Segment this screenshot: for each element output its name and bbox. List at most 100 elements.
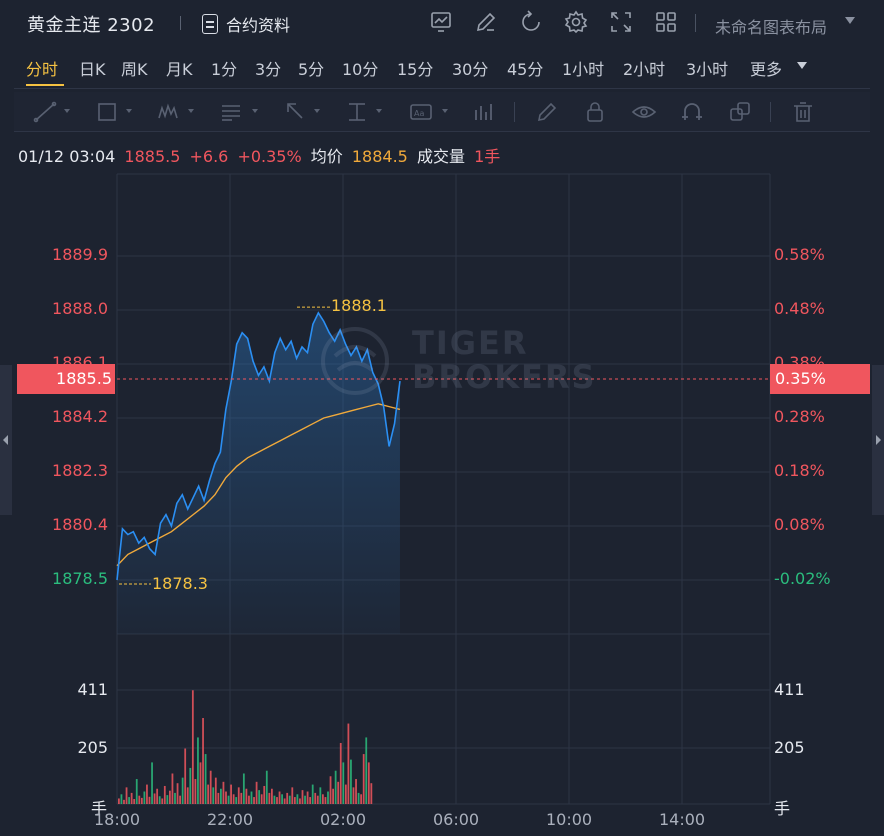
volume-bar xyxy=(355,779,357,804)
fullscreen-icon[interactable] xyxy=(609,10,633,34)
chevron-down-icon[interactable] xyxy=(252,109,258,113)
volume-bar xyxy=(158,796,161,804)
volume-bar xyxy=(304,795,306,804)
volume-bar xyxy=(171,773,174,804)
scroll-left-button[interactable] xyxy=(0,365,12,515)
arrow-icon[interactable] xyxy=(282,100,308,124)
tab-10min[interactable]: 10分 xyxy=(342,60,379,79)
volume-bar xyxy=(265,770,268,804)
settings-icon[interactable] xyxy=(564,10,588,34)
volume-bar xyxy=(299,798,301,804)
volume-bar xyxy=(242,773,245,804)
tab-daily[interactable]: 日K xyxy=(79,60,106,79)
volume-bar xyxy=(334,770,337,804)
volume-bar xyxy=(268,792,271,804)
tab-15min[interactable]: 15分 xyxy=(397,60,434,79)
document-icon xyxy=(202,14,218,34)
volume-bar xyxy=(240,792,243,804)
volume-bar xyxy=(123,799,125,804)
layout-name-dropdown[interactable]: 未命名图表布局 xyxy=(715,18,828,37)
chart-icon[interactable] xyxy=(429,10,453,34)
chart-canvas[interactable] xyxy=(0,170,884,836)
volume-bar xyxy=(209,770,212,804)
symbol-title: 黄金主连 2302 xyxy=(27,15,156,36)
tab-3min[interactable]: 3分 xyxy=(255,60,282,79)
chevron-down-icon[interactable] xyxy=(442,109,448,113)
tab-30min[interactable]: 30分 xyxy=(452,60,489,79)
chevron-down-icon[interactable] xyxy=(376,109,382,113)
avg-price-label: 均价 xyxy=(310,147,343,166)
volume-bar xyxy=(235,797,238,804)
copy-icon[interactable] xyxy=(727,100,753,124)
tab-1hour[interactable]: 1小时 xyxy=(562,60,605,79)
price-axis-label: 1882.3 xyxy=(52,461,108,480)
edit-icon[interactable] xyxy=(474,10,498,34)
price-area xyxy=(117,312,400,634)
volume-bar xyxy=(263,785,266,804)
rectangle-icon[interactable] xyxy=(94,100,120,124)
volume-axis-label: 411 xyxy=(774,680,805,699)
label-icon[interactable]: Aa xyxy=(408,100,434,124)
volume-bar xyxy=(197,737,199,804)
contract-info-label: 合约资料 xyxy=(226,16,291,35)
volume-bar xyxy=(169,790,171,804)
volume-bar xyxy=(332,788,334,804)
avg-price-line xyxy=(116,403,401,567)
measure-icon[interactable] xyxy=(344,100,370,124)
volume-bar xyxy=(151,762,153,804)
intraday-chart[interactable] xyxy=(0,170,884,836)
volume-unit-label: 手 xyxy=(774,799,791,818)
period-tabs: 分时 日K 周K 月K 1分 3分 5分 10分 15分 30分 45分 1小时… xyxy=(0,48,884,88)
indicator-icon[interactable] xyxy=(470,100,496,124)
quote-info-line: 01/12 03:04 1885.5 +6.6 +0.35% 均价 1884.5… xyxy=(18,143,504,167)
volume-bar xyxy=(311,784,314,804)
volume-bar xyxy=(319,787,322,804)
tab-2hour[interactable]: 2小时 xyxy=(623,60,666,79)
chevron-down-icon[interactable] xyxy=(64,109,70,113)
lock-icon[interactable] xyxy=(582,100,608,124)
text-block-icon[interactable] xyxy=(218,100,244,124)
trend-line-icon[interactable] xyxy=(32,100,58,124)
quote-price: 1885.5 xyxy=(124,147,181,166)
pct-axis-label: -0.02% xyxy=(774,569,831,588)
tab-1min[interactable]: 1分 xyxy=(211,60,238,79)
price-axis-label: 1889.9 xyxy=(52,245,108,264)
scroll-right-button[interactable] xyxy=(872,365,884,515)
chevron-down-icon[interactable] xyxy=(845,17,855,24)
volume-bar xyxy=(327,791,329,804)
trash-icon[interactable] xyxy=(790,100,816,124)
volume-bar xyxy=(324,797,327,804)
volume-bar xyxy=(291,787,294,804)
eye-icon[interactable] xyxy=(631,100,657,124)
volume-bar xyxy=(360,794,363,804)
tab-more[interactable]: 更多 xyxy=(750,60,783,79)
volume-bar xyxy=(342,762,345,804)
volume-bar xyxy=(337,781,340,804)
more-chevron-down-icon[interactable] xyxy=(797,62,807,69)
pct-axis-label: 0.28% xyxy=(774,407,825,426)
tab-5min[interactable]: 5分 xyxy=(298,60,325,79)
refresh-icon[interactable] xyxy=(519,10,543,34)
tab-3hour[interactable]: 3小时 xyxy=(686,60,729,79)
tab-intraday[interactable]: 分时 xyxy=(26,60,59,79)
tab-monthly[interactable]: 月K xyxy=(166,60,193,79)
volume-bar xyxy=(153,793,156,804)
chevron-down-icon[interactable] xyxy=(314,109,320,113)
volume-bar xyxy=(271,788,273,804)
contract-info-button[interactable]: 合约资料 xyxy=(202,12,290,36)
grid-layout-icon[interactable] xyxy=(654,10,678,34)
chevron-left-icon xyxy=(3,435,8,445)
volume-bar xyxy=(288,795,291,804)
time-axis-label: 06:00 xyxy=(433,810,480,829)
volume-bar xyxy=(140,797,143,804)
volume-bar xyxy=(189,767,192,804)
volume-bar xyxy=(156,788,159,804)
chevron-down-icon[interactable] xyxy=(126,109,132,113)
chevron-down-icon[interactable] xyxy=(188,109,194,113)
header-bar: 黄金主连 2302 合约资料 未命名图表布局 xyxy=(0,0,884,46)
tab-weekly[interactable]: 周K xyxy=(121,60,148,79)
magnet-icon[interactable] xyxy=(679,100,705,124)
wave-icon[interactable] xyxy=(156,100,182,124)
brush-icon[interactable] xyxy=(534,100,560,124)
tab-45min[interactable]: 45分 xyxy=(507,60,544,79)
